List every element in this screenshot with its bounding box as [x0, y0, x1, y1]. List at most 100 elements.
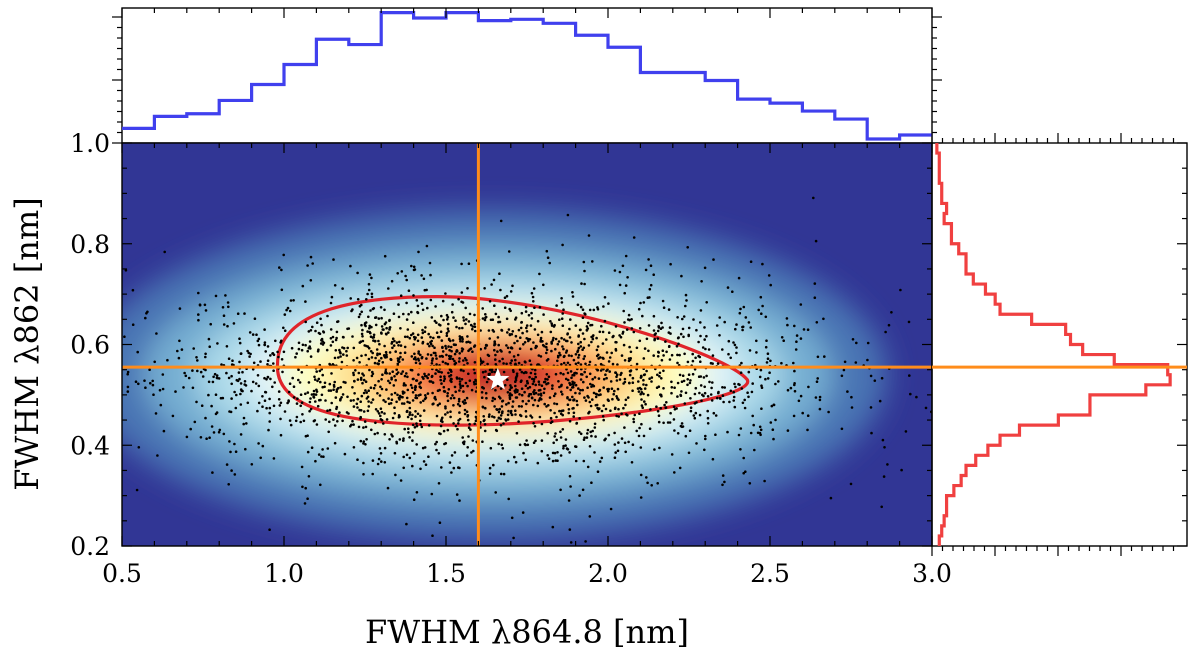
scatter-point [780, 336, 784, 339]
scatter-point [551, 459, 555, 463]
scatter-point [542, 313, 545, 316]
scatter-point [446, 394, 449, 398]
scatter-point [461, 301, 465, 304]
scatter-point [454, 319, 457, 323]
scatter-point [676, 395, 679, 398]
scatter-point [311, 262, 315, 265]
scatter-point [246, 401, 250, 405]
scatter-point [276, 350, 279, 354]
scatter-point [406, 415, 410, 419]
scatter-point [380, 410, 384, 414]
scatter-point [618, 283, 622, 287]
scatter-point [452, 466, 456, 470]
scatter-point [360, 332, 364, 336]
scatter-point [497, 416, 501, 420]
scatter-point [594, 395, 598, 399]
scatter-point [793, 369, 796, 373]
scatter-point [393, 406, 396, 410]
scatter-point [733, 405, 737, 409]
scatter-point [717, 391, 720, 395]
scatter-point [740, 387, 744, 390]
scatter-point [511, 405, 514, 408]
scatter-point [591, 429, 594, 433]
scatter-point [415, 424, 419, 428]
scatter-point [743, 398, 746, 402]
scatter-point [408, 401, 411, 405]
scatter-point [728, 400, 731, 404]
scatter-point [587, 234, 591, 237]
scatter-point [522, 371, 526, 375]
scatter-point [623, 426, 626, 429]
scatter-point [597, 357, 600, 360]
scatter-point [799, 303, 803, 306]
scatter-point [453, 352, 457, 356]
scatter-point [468, 312, 472, 316]
scatter-point [412, 294, 415, 297]
scatter-point [299, 404, 303, 408]
scatter-point [652, 329, 656, 332]
scatter-point [426, 353, 430, 356]
scatter-point [487, 354, 491, 358]
scatter-point [463, 398, 467, 402]
scatter-point [623, 377, 627, 381]
scatter-point [733, 382, 736, 386]
scatter-point [450, 349, 453, 353]
scatter-point [266, 359, 270, 363]
scatter-point [307, 475, 311, 478]
scatter-point [658, 375, 661, 378]
scatter-point [559, 488, 562, 492]
scatter-point [384, 369, 388, 373]
scatter-point [466, 418, 470, 422]
scatter-point [366, 292, 369, 296]
scatter-point [490, 370, 494, 374]
scatter-point [346, 346, 350, 350]
scatter-point [594, 404, 598, 407]
scatter-point [414, 396, 417, 400]
scatter-point [802, 328, 806, 331]
scatter-point [493, 405, 496, 408]
scatter-point [447, 322, 450, 326]
scatter-point [462, 442, 466, 446]
scatter-point [192, 347, 195, 350]
scatter-point [427, 455, 430, 459]
scatter-point [411, 431, 415, 434]
y-tick-label: 0.8 [70, 230, 110, 259]
scatter-point [508, 350, 512, 354]
scatter-point [494, 388, 497, 392]
scatter-point [328, 382, 332, 386]
scatter-point [656, 337, 660, 340]
scatter-point [806, 328, 810, 332]
scatter-point [415, 379, 418, 382]
scatter-point [312, 395, 315, 399]
scatter-point [365, 344, 368, 348]
scatter-point [737, 276, 741, 280]
scatter-point [530, 416, 534, 419]
scatter-point [341, 335, 345, 339]
scatter-point [591, 398, 594, 401]
right-histogram-series [935, 143, 1172, 546]
scatter-point [468, 379, 472, 383]
scatter-point [327, 389, 331, 392]
scatter-point [358, 361, 361, 364]
scatter-point [449, 415, 452, 419]
scatter-point [816, 355, 820, 359]
scatter-point [390, 378, 393, 381]
scatter-point [519, 380, 523, 384]
scatter-point [624, 398, 628, 402]
scatter-point [561, 324, 565, 328]
scatter-point [743, 406, 747, 410]
scatter-point [450, 454, 454, 457]
scatter-point [332, 385, 336, 388]
scatter-point [900, 468, 903, 472]
scatter-point [352, 346, 356, 350]
scatter-point [381, 328, 385, 331]
scatter-point [648, 427, 652, 431]
scatter-point [317, 377, 321, 381]
scatter-point [589, 382, 592, 386]
scatter-point [503, 383, 507, 387]
scatter-point [495, 419, 499, 423]
scatter-point [361, 328, 364, 332]
scatter-point [459, 339, 462, 343]
scatter-point [560, 363, 563, 366]
scatter-point [435, 440, 439, 444]
